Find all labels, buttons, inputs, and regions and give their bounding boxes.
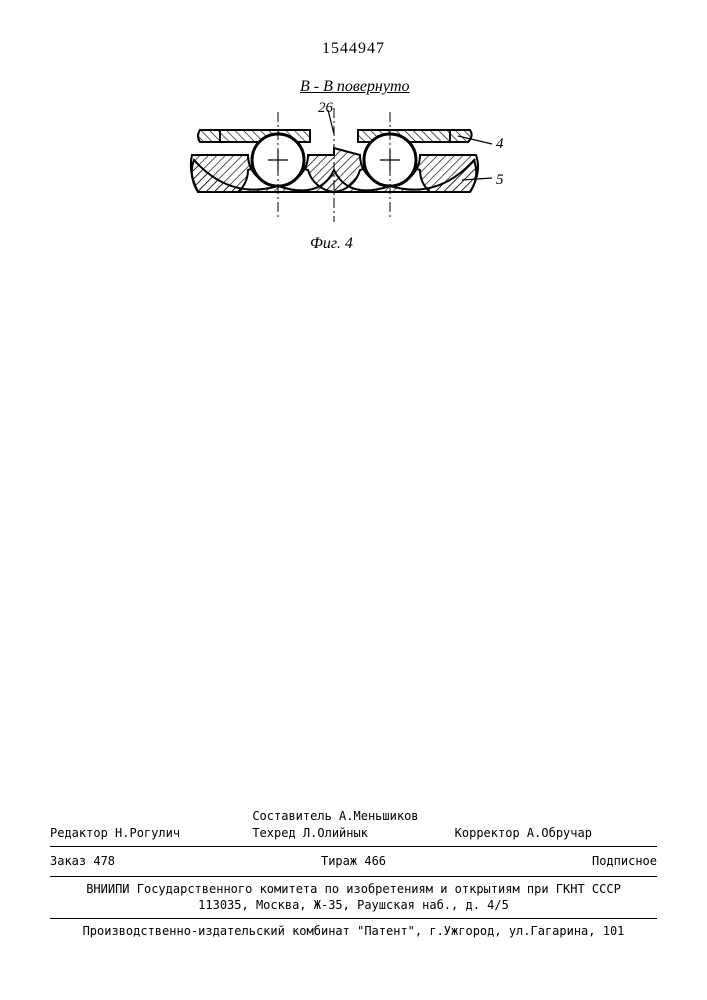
editor-col: Редактор Н.Рогулич	[50, 808, 252, 842]
callout-5: 5	[496, 172, 504, 188]
order-row: Заказ 478 Тираж 466 Подписное	[50, 851, 657, 872]
compiler-label: Составитель	[252, 809, 331, 823]
page-number: 1544947	[322, 40, 385, 58]
order: Заказ 478	[50, 853, 115, 870]
order-label: Заказ	[50, 854, 86, 868]
techred-name: Л.Олийнык	[303, 826, 368, 840]
compiler-name: А.Меньшиков	[339, 809, 418, 823]
corrector-name: А.Обручар	[527, 826, 592, 840]
divider-1	[50, 846, 657, 847]
committee-line2: 113035, Москва, Ж-35, Раушская наб., д. …	[50, 897, 657, 914]
figure-cross-section: 26 4 5	[170, 100, 530, 230]
footer-block: Редактор Н.Рогулич Составитель А.Меньшик…	[50, 800, 657, 940]
editor-label: Редактор	[50, 826, 108, 840]
techred-label: Техред	[252, 826, 295, 840]
print-run-number: 466	[364, 854, 386, 868]
bearing-section-svg: 26 4 5	[170, 100, 530, 240]
corrector-label: Корректор	[455, 826, 520, 840]
credits-row: Редактор Н.Рогулич Составитель А.Меньшик…	[50, 808, 657, 842]
subscription: Подписное	[592, 853, 657, 870]
print-run: Тираж 466	[321, 853, 386, 870]
divider-2	[50, 876, 657, 877]
divider-3	[50, 918, 657, 919]
editor-name: Н.Рогулич	[115, 826, 180, 840]
corrector-col: Корректор А.Обручар	[455, 808, 657, 842]
callout-4: 4	[496, 136, 504, 152]
print-run-label: Тираж	[321, 854, 357, 868]
publisher-line: Производственно-издательский комбинат "П…	[50, 923, 657, 940]
order-number: 478	[93, 854, 115, 868]
center-col: Составитель А.Меньшиков Техред Л.Олийнык	[252, 808, 454, 842]
figure-label: Фиг. 4	[310, 235, 353, 253]
callout-26: 26	[318, 100, 334, 116]
committee-line1: ВНИИПИ Государственного комитета по изоб…	[50, 881, 657, 898]
view-label: В - В повернуто	[300, 78, 410, 96]
